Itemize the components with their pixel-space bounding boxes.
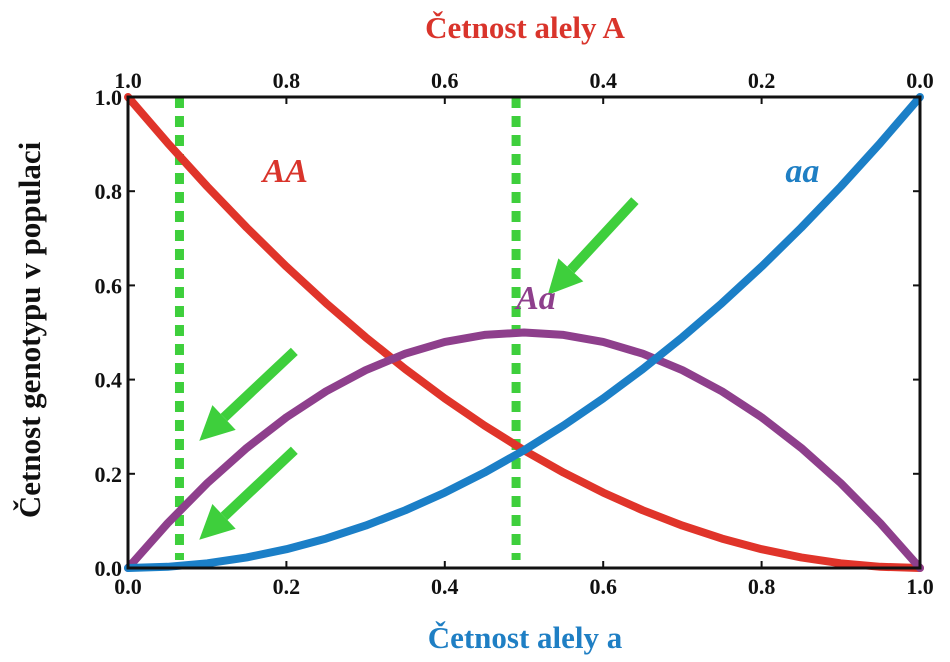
arrow-head	[547, 258, 584, 295]
top-tick-label: 1.0	[114, 68, 142, 93]
bottom-axis-title: Četnost alely a	[428, 620, 623, 655]
series-label-aa: aa	[785, 153, 819, 190]
left-tick-label: 0.8	[95, 179, 123, 204]
bottom-tick-label: 1.0	[906, 574, 934, 599]
arrow	[199, 347, 298, 441]
arrow-head	[199, 504, 236, 540]
top-tick-label: 0.2	[748, 68, 776, 93]
bottom-tick-label: 0.0	[114, 574, 142, 599]
bottom-tick-label: 0.2	[273, 574, 301, 599]
left-tick-label: 0.2	[95, 462, 123, 487]
plot-area	[124, 93, 924, 572]
bottom-tick-label: 0.4	[431, 574, 459, 599]
series-label-Aa: Aa	[514, 280, 556, 317]
left-tick-label: 1.0	[95, 85, 123, 110]
bottom-tick-label: 0.8	[748, 574, 776, 599]
top-tick-label: 0.6	[431, 68, 459, 93]
axis-ticks: 0.01.00.20.80.40.60.60.40.80.21.00.00.00…	[95, 68, 934, 599]
arrow-shaft	[220, 347, 298, 422]
arrow	[199, 446, 298, 540]
bottom-tick-label: 0.6	[589, 574, 617, 599]
series-label-AA: AA	[261, 153, 308, 190]
left-tick-label: 0.6	[95, 273, 123, 298]
top-tick-label: 0.4	[589, 68, 617, 93]
left-tick-label: 0.0	[95, 556, 123, 581]
arrow-shaft	[220, 446, 298, 521]
top-axis-title: Četnost alely A	[425, 10, 625, 45]
plot-frame	[126, 95, 922, 570]
arrow-shaft	[567, 197, 639, 274]
arrow-head	[199, 405, 236, 441]
left-tick-label: 0.4	[95, 368, 123, 393]
series-line-Aa	[124, 328, 924, 572]
arrow	[547, 197, 639, 295]
top-tick-label: 0.0	[906, 68, 934, 93]
series-labels: AA Aa aa	[261, 153, 820, 317]
left-axis-title: Četnost genotypu v populaci	[12, 141, 47, 518]
series-line-aa	[124, 93, 924, 572]
top-tick-label: 0.8	[273, 68, 301, 93]
